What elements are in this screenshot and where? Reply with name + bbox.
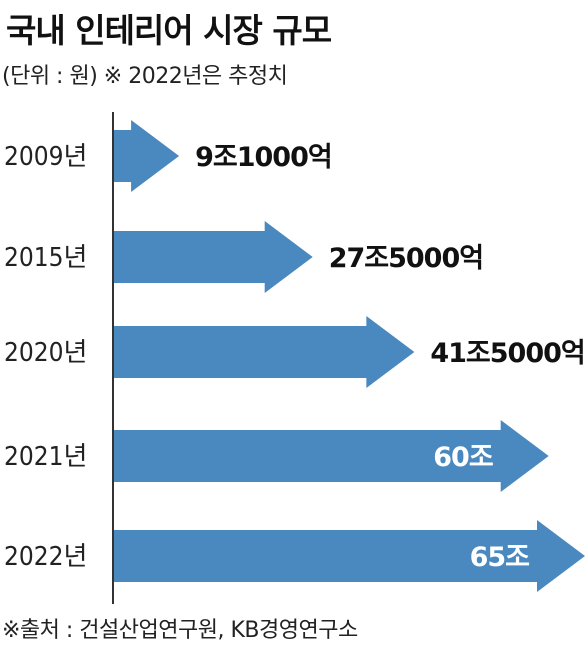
bar-arrow-2009년 — [113, 120, 180, 192]
category-label: 2022년 — [4, 542, 87, 572]
value-label: 60조 — [433, 442, 493, 473]
bar-arrow-2021년 — [113, 420, 549, 492]
category-label: 2021년 — [4, 442, 87, 472]
bar-arrow-2022년 — [113, 520, 585, 592]
chart-title: 국내 인테리어 시장 규모 — [6, 11, 332, 50]
value-label: 27조5000억 — [329, 243, 483, 274]
bar-arrow-2015년 — [113, 221, 313, 293]
category-label: 2015년 — [4, 243, 87, 273]
value-label: 41조5000억 — [430, 338, 584, 369]
value-label: 65조 — [470, 542, 530, 573]
chart-subtitle: (단위 : 원) ※ 2022년은 추정치 — [2, 64, 288, 89]
bar-arrow-2020년 — [113, 316, 415, 388]
category-label: 2020년 — [4, 338, 87, 368]
category-label: 2009년 — [4, 142, 87, 172]
source-note: ※출처 : 건설산업연구원, KB경영연구소 — [2, 618, 358, 643]
value-label: 9조1000억 — [195, 142, 332, 173]
